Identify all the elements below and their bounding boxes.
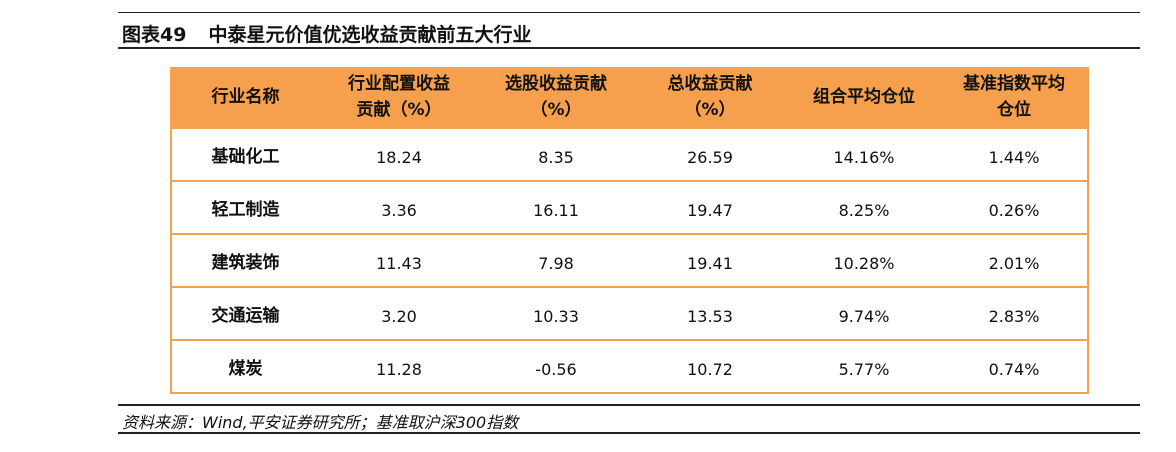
header-line: 组合平均仓位 xyxy=(813,87,915,107)
source-top-rule xyxy=(118,404,1140,406)
value-cell: 19.41 xyxy=(633,233,787,287)
value-cell: 19.47 xyxy=(633,180,787,234)
value-cell: 7.98 xyxy=(479,233,633,287)
value-cell: 5.77% xyxy=(787,339,941,393)
value-cell: 18.24 xyxy=(319,127,479,181)
value-cell: -0.56 xyxy=(479,339,633,393)
value-cell: 0.74% xyxy=(941,339,1088,393)
source-note: 资料来源：Wind,平安证券研究所；基准取沪深300指数 xyxy=(122,413,519,432)
value-cell: 3.20 xyxy=(319,286,479,340)
value-cell: 1.44% xyxy=(941,127,1088,181)
figure-title: 图表49 中泰星元价值优选收益贡献前五大行业 xyxy=(122,20,531,47)
header-line: 行业名称 xyxy=(211,87,280,107)
figure-label: 图表49 xyxy=(122,24,187,46)
header-line: （%） xyxy=(684,100,736,120)
data-table: 行业名称 行业配置收益 贡献（%） 选股收益贡献 （%） 总收益贡献 （%） 组合平均仓位 基准… xyxy=(170,67,1089,394)
table-row: 交通运输 3.20 10.33 13.53 9.74% 2.83% xyxy=(171,286,1088,340)
table-body: 基础化工 18.24 8.35 26.59 14.16% 1.44% 轻工制造 3.36 16.… xyxy=(171,127,1088,393)
header-cell: 基准指数平均 仓位 xyxy=(941,67,1088,128)
title-rule xyxy=(118,47,1140,49)
industry-cell: 交通运输 xyxy=(171,286,319,340)
figure-text: 中泰星元价值优选收益贡献前五大行业 xyxy=(208,24,532,46)
value-cell: 10.72 xyxy=(633,339,787,393)
industry-cell: 基础化工 xyxy=(171,127,319,181)
value-cell: 14.16% xyxy=(787,127,941,181)
header-line: （%） xyxy=(530,100,582,120)
source-bottom-rule xyxy=(118,432,1140,434)
header-line: 贡献（%） xyxy=(356,100,442,120)
industry-cell: 建筑装饰 xyxy=(171,233,319,287)
header-cell: 总收益贡献 （%） xyxy=(633,67,787,128)
value-cell: 2.01% xyxy=(941,233,1088,287)
table-row: 轻工制造 3.36 16.11 19.47 8.25% 0.26% xyxy=(171,180,1088,234)
table-row: 煤炭 11.28 -0.56 10.72 5.77% 0.74% xyxy=(171,339,1088,393)
value-cell: 10.28% xyxy=(787,233,941,287)
value-cell: 3.36 xyxy=(319,180,479,234)
table-row: 建筑装饰 11.43 7.98 19.41 10.28% 2.01% xyxy=(171,233,1088,287)
header-cell: 组合平均仓位 xyxy=(787,67,941,128)
header-line: 行业配置收益 xyxy=(348,74,450,94)
industry-cell: 煤炭 xyxy=(171,339,319,393)
table-row: 基础化工 18.24 8.35 26.59 14.16% 1.44% xyxy=(171,127,1088,181)
value-cell: 11.43 xyxy=(319,233,479,287)
header-row: 行业名称 行业配置收益 贡献（%） 选股收益贡献 （%） 总收益贡献 （%） 组合平均仓位 基准… xyxy=(171,67,1088,128)
header-line: 总收益贡献 xyxy=(667,74,753,94)
header-line: 仓位 xyxy=(997,100,1031,120)
value-cell: 9.74% xyxy=(787,286,941,340)
header-cell: 选股收益贡献 （%） xyxy=(479,67,633,128)
value-cell: 0.26% xyxy=(941,180,1088,234)
header-cell: 行业配置收益 贡献（%） xyxy=(319,67,479,128)
value-cell: 16.11 xyxy=(479,180,633,234)
value-cell: 8.25% xyxy=(787,180,941,234)
value-cell: 10.33 xyxy=(479,286,633,340)
header-cell: 行业名称 xyxy=(171,67,319,128)
header-line: 基准指数平均 xyxy=(963,74,1065,94)
header-line: 选股收益贡献 xyxy=(505,74,607,94)
value-cell: 26.59 xyxy=(633,127,787,181)
value-cell: 8.35 xyxy=(479,127,633,181)
value-cell: 2.83% xyxy=(941,286,1088,340)
value-cell: 13.53 xyxy=(633,286,787,340)
industry-cell: 轻工制造 xyxy=(171,180,319,234)
value-cell: 11.28 xyxy=(319,339,479,393)
top-rule xyxy=(118,12,1140,13)
